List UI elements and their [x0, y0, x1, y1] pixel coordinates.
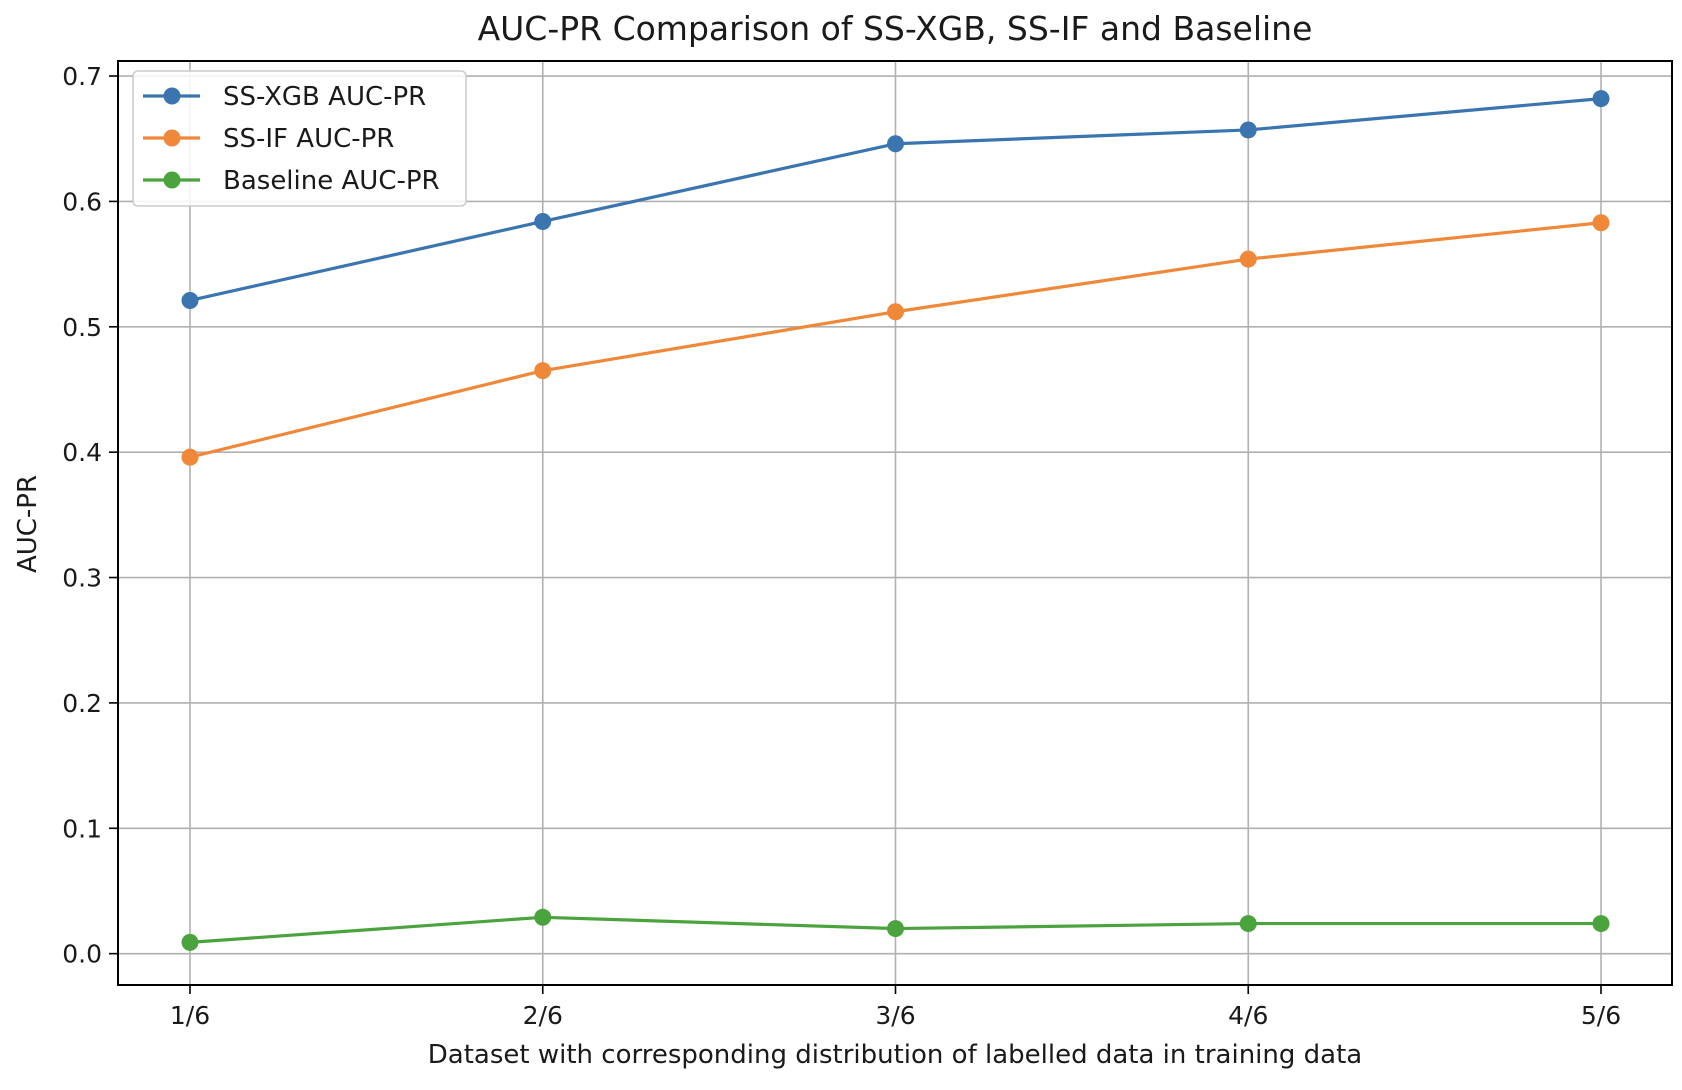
data-point	[181, 291, 199, 309]
data-point	[887, 920, 904, 938]
data-point	[1239, 915, 1257, 933]
x-tick-label: 2/6	[523, 1001, 563, 1030]
data-point	[1239, 250, 1257, 268]
legend-label: Baseline AUC-PR	[223, 166, 440, 196]
y-tick-label: 0.2	[62, 689, 102, 718]
legend: SS-XGB AUC-PR SS-IF AUC-PR Baseline AUC-PR	[132, 70, 467, 207]
series-1	[181, 90, 1610, 309]
data-point	[1592, 90, 1610, 108]
legend-item: SS-IF AUC-PR	[143, 124, 394, 154]
y-tick-label: 0.0	[62, 940, 102, 969]
y-tick-label: 0.5	[62, 313, 102, 342]
data-point	[1592, 214, 1610, 232]
x-tick-label: 4/6	[1228, 1001, 1268, 1030]
legend-swatch-marker	[163, 171, 181, 189]
data-point	[887, 135, 904, 153]
x-tick-label: 5/6	[1581, 1001, 1621, 1030]
y-tick-label: 0.6	[62, 187, 102, 216]
ticks: 1/6 2/6 3/6 4/6 5/6 0.0 0.1 0.2 0.3 0.4 0.5 0.6 0.7	[62, 62, 1621, 1030]
x-tick-label: 3/6	[875, 1001, 915, 1030]
data-point	[1592, 915, 1610, 933]
y-tick-label: 0.7	[62, 62, 102, 91]
data-point	[181, 933, 199, 951]
data-point	[534, 212, 552, 230]
y-tick-label: 0.4	[62, 438, 102, 467]
legend-item: SS-XGB AUC-PR	[143, 82, 426, 112]
series-2	[181, 214, 1610, 466]
y-axis-label: AUC-PR	[13, 475, 43, 573]
x-tick-label: 1/6	[170, 1001, 210, 1030]
chart-title: AUC-PR Comparison of SS-XGB, SS-IF and B…	[478, 9, 1313, 48]
legend-swatch-marker	[163, 87, 181, 105]
series-layer	[181, 90, 1610, 951]
legend-label: SS-XGB AUC-PR	[223, 82, 426, 112]
data-point	[1239, 121, 1257, 139]
x-axis-label: Dataset with corresponding distribution …	[428, 1040, 1362, 1070]
series-3	[181, 908, 1610, 951]
y-tick-label: 0.3	[62, 564, 102, 593]
legend-label: SS-IF AUC-PR	[223, 124, 394, 154]
y-tick-label: 0.1	[62, 814, 102, 843]
legend-box	[132, 70, 467, 207]
legend-swatch-marker	[163, 129, 181, 147]
data-point	[887, 303, 904, 321]
data-point	[534, 362, 552, 380]
data-point	[181, 448, 199, 466]
data-point	[534, 908, 552, 926]
legend-item: Baseline AUC-PR	[143, 166, 440, 196]
